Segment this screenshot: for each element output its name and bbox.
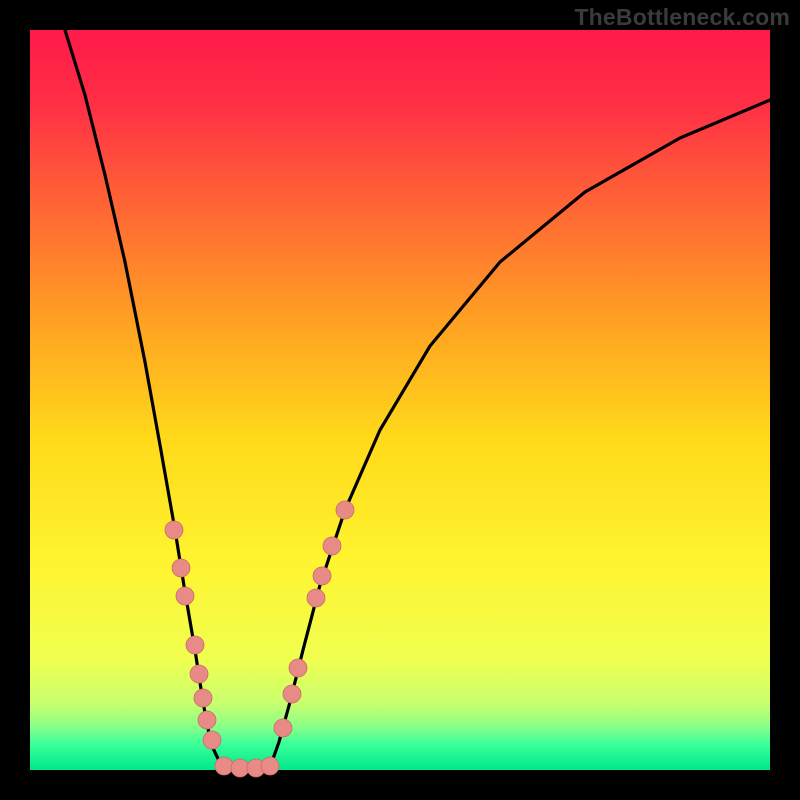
marker-point [261, 757, 279, 775]
marker-point [313, 567, 331, 585]
marker-point [186, 636, 204, 654]
marker-point [203, 731, 221, 749]
bottleneck-chart [0, 0, 800, 800]
marker-point [323, 537, 341, 555]
marker-point [307, 589, 325, 607]
marker-point [176, 587, 194, 605]
watermark-text: TheBottleneck.com [574, 4, 790, 31]
marker-point [289, 659, 307, 677]
marker-point [336, 501, 354, 519]
marker-point [194, 689, 212, 707]
marker-point [172, 559, 190, 577]
marker-point [165, 521, 183, 539]
marker-point [190, 665, 208, 683]
marker-point [215, 757, 233, 775]
marker-point [198, 711, 216, 729]
marker-point [274, 719, 292, 737]
marker-point [231, 759, 249, 777]
plot-background [30, 30, 770, 770]
marker-point [283, 685, 301, 703]
